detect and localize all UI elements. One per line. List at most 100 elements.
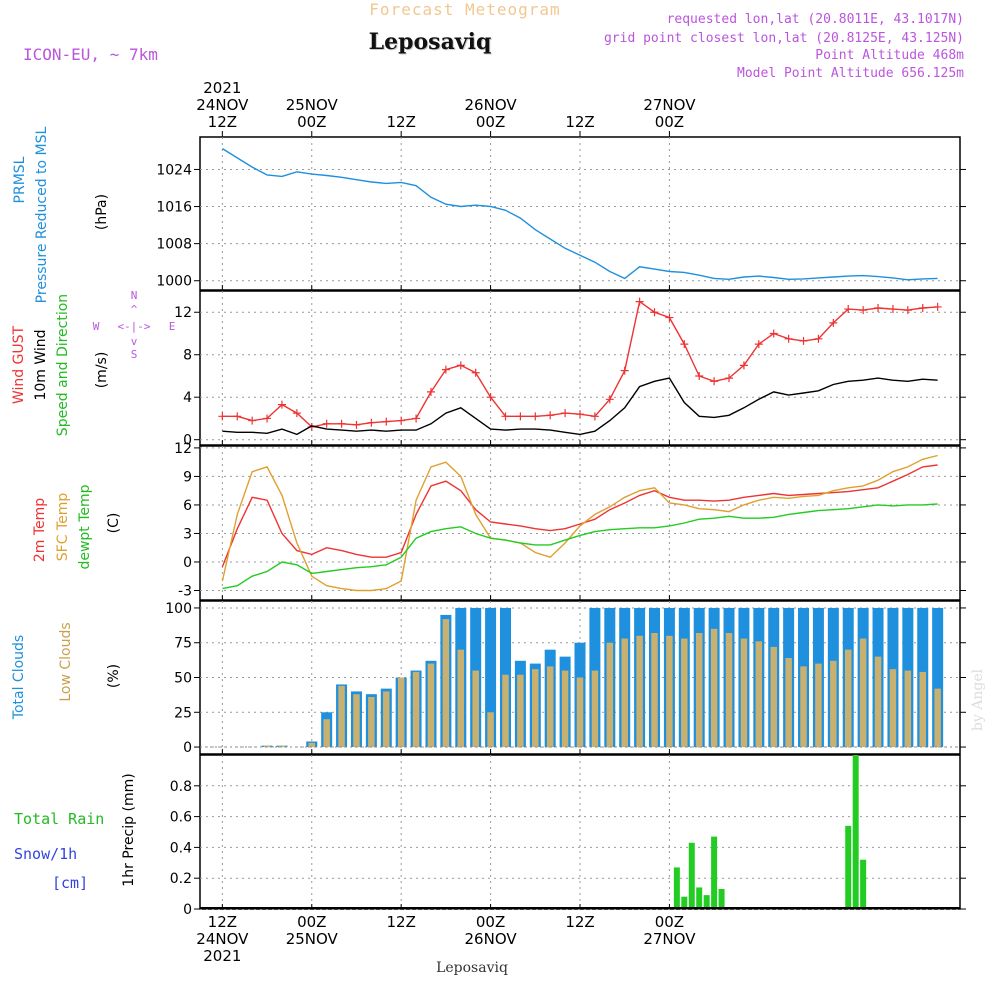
- gust-point: [233, 412, 242, 421]
- gust-point: [471, 368, 480, 377]
- info-line-2: grid point closest lon,lat (20.8125E, 43…: [604, 31, 964, 46]
- gust-point: [367, 418, 376, 427]
- temperature-ytick-label: 3: [183, 526, 192, 542]
- time-label: 00Z: [655, 113, 684, 131]
- wind-panel: Wind GUST 10m Wind Speed and Direction (…: [11, 289, 966, 449]
- gust-point: [605, 395, 614, 404]
- time-label: 12Z: [386, 113, 415, 131]
- pressure-label-prmsl: PRMSL: [12, 156, 28, 203]
- wind-ytick-label: 4: [183, 390, 192, 406]
- precip-ytick-label: 0.6: [170, 810, 192, 826]
- gust-point: [292, 409, 301, 418]
- gust-point: [248, 416, 257, 425]
- gust-point: [769, 329, 778, 338]
- product-title: Forecast Meteogram: [369, 0, 560, 19]
- gust-point: [829, 318, 838, 327]
- gust-point: [680, 340, 689, 349]
- info-line-4: Model Point Altitude 656.125m: [737, 66, 964, 81]
- low-cloud-bar: [874, 656, 882, 748]
- info-line-1: requested lon,lat (20.8011E, 43.1017N): [667, 12, 964, 27]
- gust-point: [725, 374, 734, 383]
- time-label: 12Z: [565, 913, 594, 931]
- low-cloud-bar: [934, 688, 941, 748]
- wind-ytick-label: 12: [174, 305, 192, 321]
- low-cloud-bar: [442, 619, 450, 748]
- gust-point: [441, 365, 450, 374]
- compass-arrows: <-|->: [117, 320, 150, 333]
- rain-bar: [673, 867, 680, 909]
- temperature-ytick-label: 9: [183, 469, 192, 485]
- low-cloud-bar: [576, 677, 584, 748]
- low-cloud-bar: [323, 719, 330, 748]
- temperature-ytick-label: 0: [183, 555, 192, 571]
- time-label: 24NOV: [196, 96, 249, 114]
- gust-point: [799, 336, 808, 345]
- time-label: 12Z: [565, 113, 594, 131]
- low-cloud-bar: [710, 628, 718, 748]
- compass-line-vertical-2: v: [131, 335, 138, 348]
- wind-ytick-label: 0: [183, 433, 192, 449]
- rain-bar: [703, 895, 710, 909]
- low-cloud-bar: [412, 671, 420, 748]
- gust-point: [784, 334, 793, 343]
- total-cloud-bar: [932, 607, 944, 748]
- gust-point: [337, 419, 346, 428]
- temperature-panel: 2m Temp SFC Temp dewpt Temp (C) -3 0 3 6 9 12: [32, 441, 966, 601]
- gust-point: [754, 340, 763, 349]
- precip-panel: Total Rain Snow/1h [cm] 1hr Precip (mm) …: [14, 754, 966, 918]
- pressure-label-msl: Pressure Reduced to MSL: [34, 126, 50, 303]
- gust-point: [561, 409, 570, 418]
- gust-point: [322, 419, 331, 428]
- total-cloud-bar: [485, 607, 497, 748]
- wind-ylabel: (m/s): [94, 352, 110, 389]
- gust-point: [263, 414, 272, 423]
- low-cloud-bar: [383, 691, 390, 748]
- info-line-3: Point Altitude 468m: [815, 48, 964, 63]
- time-label: 00Z: [476, 113, 505, 131]
- low-cloud-bar: [472, 670, 479, 748]
- wind-speed-dir-label: Speed and Direction: [55, 294, 71, 436]
- precip-ylabel: 1hr Precip (mm): [121, 773, 137, 886]
- gust-point: [397, 416, 406, 425]
- precip-total-rain-label: Total Rain: [14, 810, 104, 828]
- low-cloud-bar: [457, 649, 465, 748]
- low-cloud-bar: [546, 666, 554, 748]
- precip-cm-label: [cm]: [52, 874, 88, 892]
- low-cloud-bar: [666, 635, 673, 748]
- pressure-ytick-label: 1024: [156, 162, 192, 178]
- temperature-ytick-label: 12: [174, 441, 192, 457]
- low-cloud-bar: [621, 638, 628, 748]
- compass-rose: N ^ W <-|-> E v S: [93, 289, 176, 361]
- clouds-ytick-label: 50: [174, 671, 192, 687]
- low-cloud-bar: [815, 663, 822, 748]
- gust-point: [456, 361, 465, 370]
- gust-point: [576, 410, 584, 419]
- clouds-low-label: Low Clouds: [58, 622, 74, 701]
- time-label: 2021: [203, 947, 241, 965]
- rain-bar: [688, 842, 695, 909]
- pressure-ylabel: (hPa): [94, 194, 110, 230]
- gust-point: [277, 400, 286, 409]
- gust-point: [874, 303, 883, 312]
- time-label: 12Z: [208, 113, 237, 131]
- time-label: 12Z: [208, 913, 237, 931]
- low-cloud-bar: [904, 670, 912, 748]
- wind-series-wind: [222, 377, 938, 436]
- pressure-ytick-label: 1016: [156, 200, 192, 216]
- low-cloud-bar: [770, 646, 777, 748]
- low-cloud-bar: [263, 745, 271, 748]
- wind-frame: [199, 290, 961, 446]
- low-cloud-bar: [591, 670, 599, 748]
- clouds-total-label: Total Clouds: [11, 635, 27, 720]
- low-cloud-bar: [338, 685, 345, 748]
- gust-point: [918, 303, 927, 312]
- low-cloud-bar: [755, 641, 763, 748]
- time-label: 25NOV: [286, 96, 339, 114]
- low-cloud-bar: [353, 694, 360, 748]
- pressure-frame: [199, 136, 961, 291]
- pressure-panel: PRMSL Pressure Reduced to MSL (hPa) 1000…: [12, 126, 966, 303]
- low-cloud-bar: [889, 669, 897, 748]
- clouds-ytick-label: 75: [174, 636, 192, 652]
